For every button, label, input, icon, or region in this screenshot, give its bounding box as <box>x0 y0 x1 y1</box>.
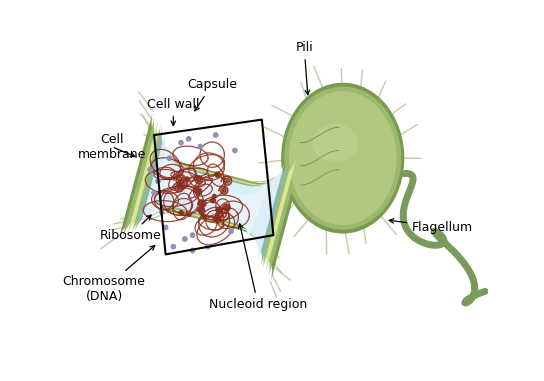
Circle shape <box>229 229 233 234</box>
Circle shape <box>198 144 202 149</box>
Circle shape <box>183 237 187 241</box>
Polygon shape <box>122 115 302 279</box>
Circle shape <box>190 233 195 237</box>
Text: Flagellum: Flagellum <box>389 219 473 234</box>
Text: Ribosome: Ribosome <box>100 215 162 242</box>
Circle shape <box>206 245 210 249</box>
Polygon shape <box>127 119 297 274</box>
Circle shape <box>187 137 191 141</box>
Text: Nucleoid region: Nucleoid region <box>209 224 307 311</box>
Circle shape <box>152 190 156 195</box>
Text: Pili: Pili <box>295 41 313 95</box>
Circle shape <box>148 168 152 172</box>
Ellipse shape <box>289 91 397 225</box>
Ellipse shape <box>284 86 401 230</box>
Polygon shape <box>139 130 285 263</box>
Circle shape <box>190 248 195 253</box>
Polygon shape <box>118 111 306 282</box>
Polygon shape <box>131 123 292 270</box>
Text: Chromosome
(DNA): Chromosome (DNA) <box>63 246 154 303</box>
Circle shape <box>156 179 160 183</box>
Circle shape <box>233 148 237 153</box>
Circle shape <box>168 156 171 160</box>
Ellipse shape <box>312 123 358 162</box>
Polygon shape <box>145 140 271 246</box>
Circle shape <box>159 210 164 214</box>
Text: Cell wall: Cell wall <box>147 98 200 125</box>
Text: Capsule: Capsule <box>187 78 237 111</box>
Ellipse shape <box>281 83 404 234</box>
Circle shape <box>213 133 218 137</box>
Polygon shape <box>134 126 289 267</box>
Circle shape <box>179 141 183 145</box>
Circle shape <box>163 225 168 230</box>
Text: Cell
membrane: Cell membrane <box>78 133 146 160</box>
Circle shape <box>171 245 176 249</box>
